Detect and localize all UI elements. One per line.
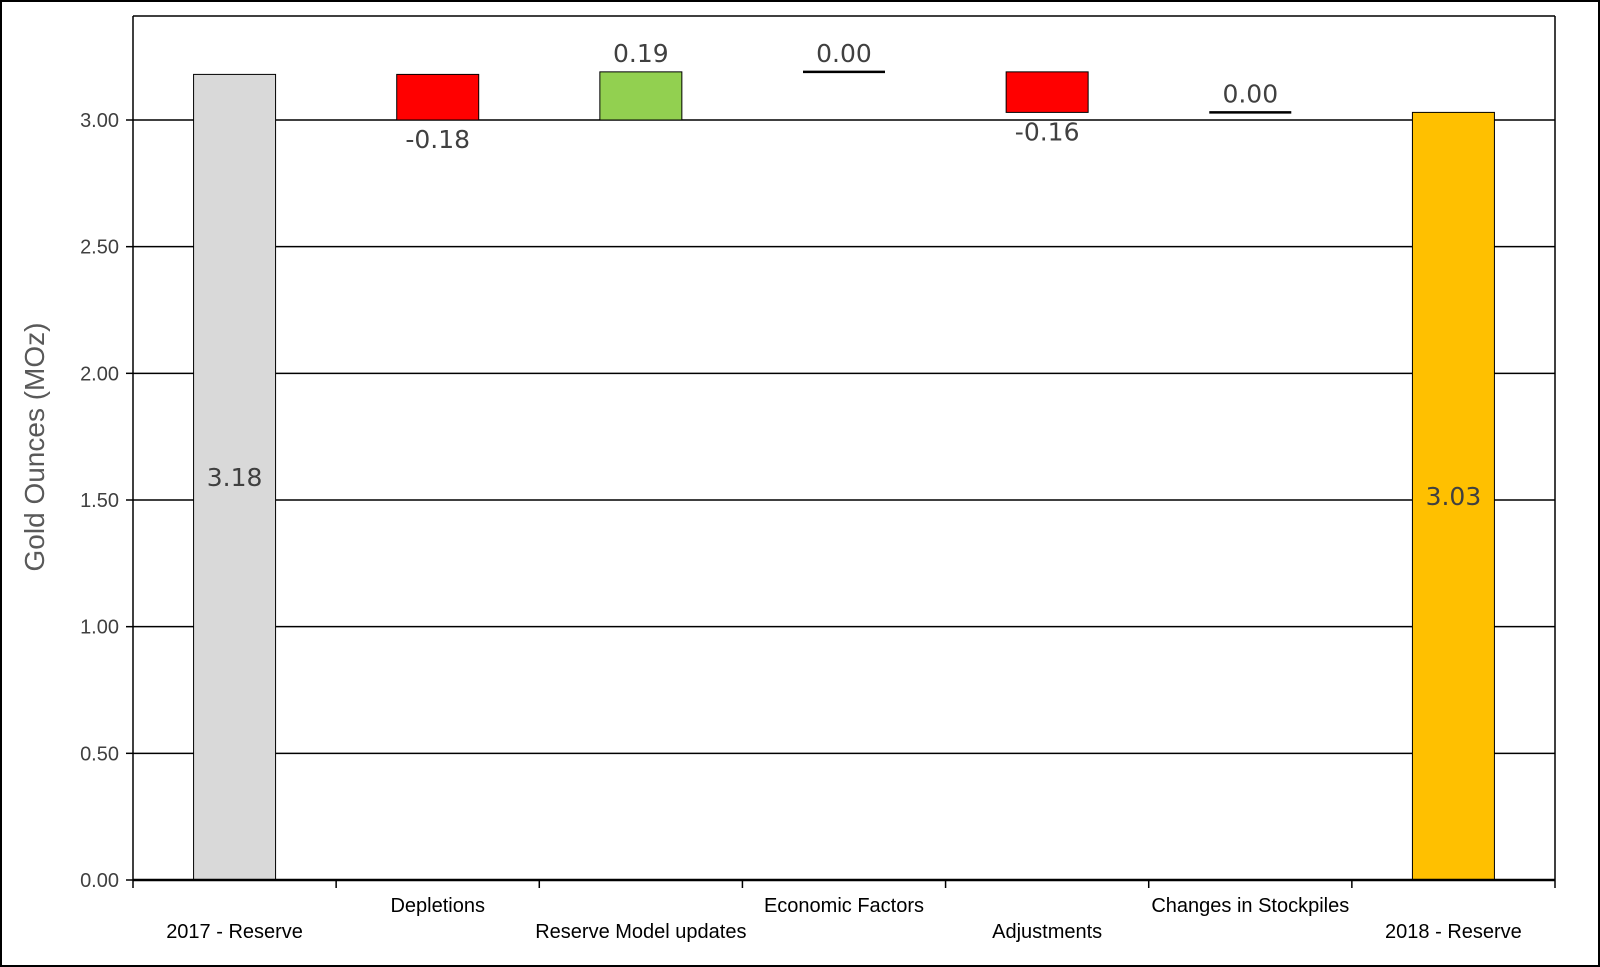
bar-4: [1005, 71, 1089, 113]
axes: [126, 15, 1556, 888]
bar-0: [193, 73, 277, 881]
category-label: Economic Factors: [764, 895, 924, 917]
labels: 0.00 0.50 1.00 1.50 2.00 2.50 3.00 3.18 -0.18 0.1…: [80, 39, 1522, 943]
y-tick-label: 1.00: [80, 617, 119, 639]
data-label: 3.03: [1426, 482, 1482, 511]
bar-2: [599, 71, 683, 121]
category-label: 2017 - Reserve: [166, 921, 303, 943]
bars: [193, 70, 1495, 881]
category-label: 2018 - Reserve: [1385, 921, 1522, 943]
bar-6: [1411, 111, 1495, 881]
gridlines: [133, 119, 1555, 755]
category-label: Changes in Stockpiles: [1151, 895, 1349, 917]
y-axis-title: Gold Ounces (MOz): [19, 323, 50, 572]
y-tick-label: 0.50: [80, 743, 119, 765]
data-label: -0.18: [405, 125, 470, 154]
data-label: 0.00: [816, 39, 872, 68]
y-tick-label: 3.00: [80, 110, 119, 132]
bar-1: [396, 73, 480, 121]
y-tick-label: 2.50: [80, 237, 119, 259]
y-tick-label: 2.00: [80, 363, 119, 385]
category-label: Adjustments: [992, 921, 1102, 943]
y-tick-label: 0.00: [80, 870, 119, 892]
y-tick-label: 1.50: [80, 490, 119, 512]
data-label: -0.16: [1015, 117, 1080, 146]
category-label: Reserve Model updates: [535, 921, 746, 943]
category-label: Depletions: [390, 895, 485, 917]
data-label: 0.00: [1222, 79, 1278, 108]
data-label: 3.18: [207, 463, 263, 492]
data-label: 0.19: [613, 39, 669, 68]
